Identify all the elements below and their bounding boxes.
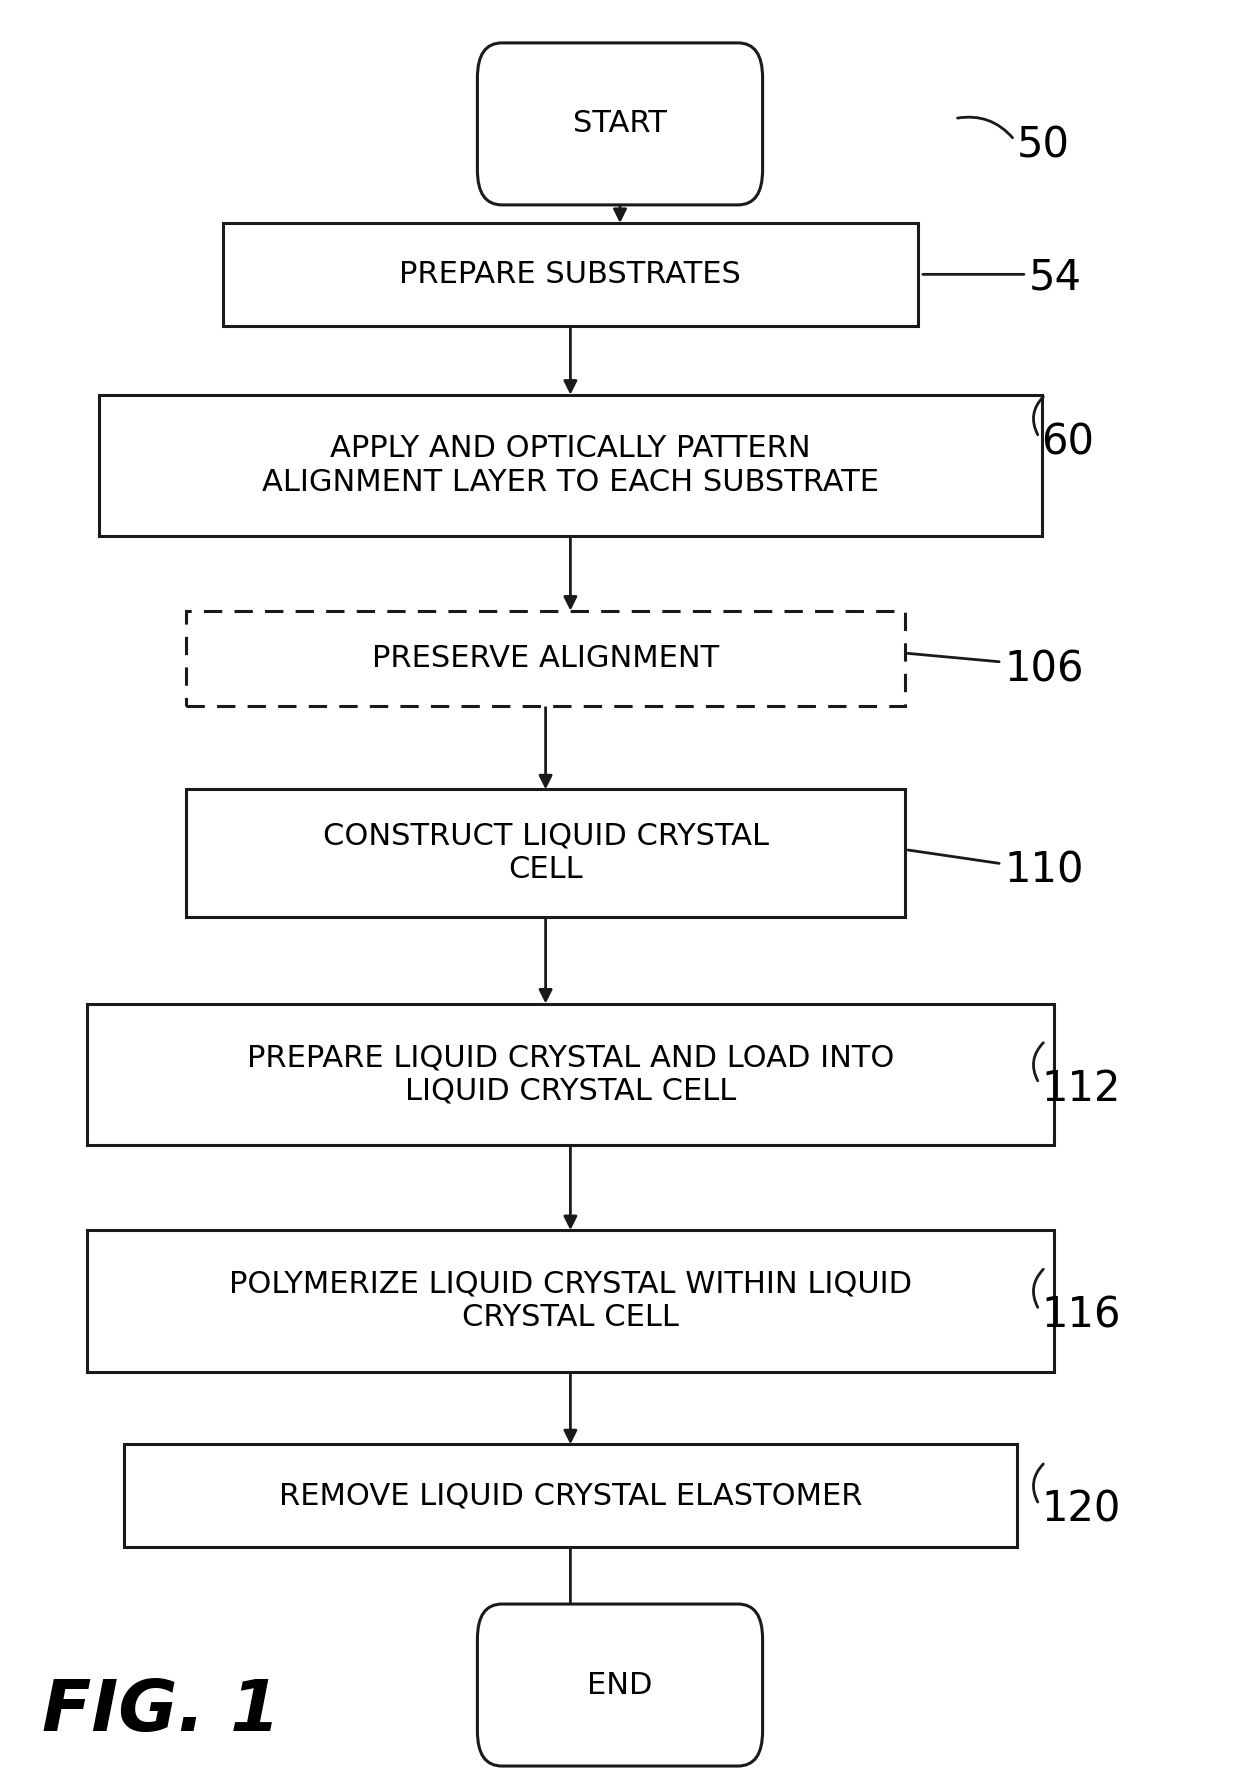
Text: REMOVE LIQUID CRYSTAL ELASTOMER: REMOVE LIQUID CRYSTAL ELASTOMER <box>279 1481 862 1510</box>
FancyBboxPatch shape <box>477 42 763 205</box>
Text: PREPARE LIQUID CRYSTAL AND LOAD INTO
LIQUID CRYSTAL CELL: PREPARE LIQUID CRYSTAL AND LOAD INTO LIQ… <box>247 1043 894 1106</box>
Text: START: START <box>573 110 667 138</box>
FancyBboxPatch shape <box>186 611 905 706</box>
Text: END: END <box>588 1671 652 1699</box>
Bar <box>99 395 1042 536</box>
Text: APPLY AND OPTICALLY PATTERN
ALIGNMENT LAYER TO EACH SUBSTRATE: APPLY AND OPTICALLY PATTERN ALIGNMENT LA… <box>262 434 879 497</box>
Text: 120: 120 <box>1042 1489 1121 1531</box>
Text: 50: 50 <box>1017 124 1070 166</box>
Bar <box>223 223 918 326</box>
Text: 110: 110 <box>1004 850 1084 892</box>
Text: 116: 116 <box>1042 1294 1121 1336</box>
Text: POLYMERIZE LIQUID CRYSTAL WITHIN LIQUID
CRYSTAL CELL: POLYMERIZE LIQUID CRYSTAL WITHIN LIQUID … <box>229 1269 911 1333</box>
Text: PREPARE SUBSTRATES: PREPARE SUBSTRATES <box>399 260 742 289</box>
Text: 60: 60 <box>1042 421 1095 464</box>
Bar <box>124 1444 1017 1547</box>
Text: 54: 54 <box>1029 257 1083 299</box>
Bar <box>186 789 905 917</box>
Text: 106: 106 <box>1004 648 1084 690</box>
FancyBboxPatch shape <box>477 1604 763 1766</box>
Text: 112: 112 <box>1042 1067 1121 1110</box>
Bar <box>87 1230 1054 1372</box>
Text: PRESERVE ALIGNMENT: PRESERVE ALIGNMENT <box>372 644 719 673</box>
Text: FIG. 1: FIG. 1 <box>42 1678 280 1745</box>
Text: CONSTRUCT LIQUID CRYSTAL
CELL: CONSTRUCT LIQUID CRYSTAL CELL <box>322 821 769 885</box>
Bar <box>87 1004 1054 1145</box>
